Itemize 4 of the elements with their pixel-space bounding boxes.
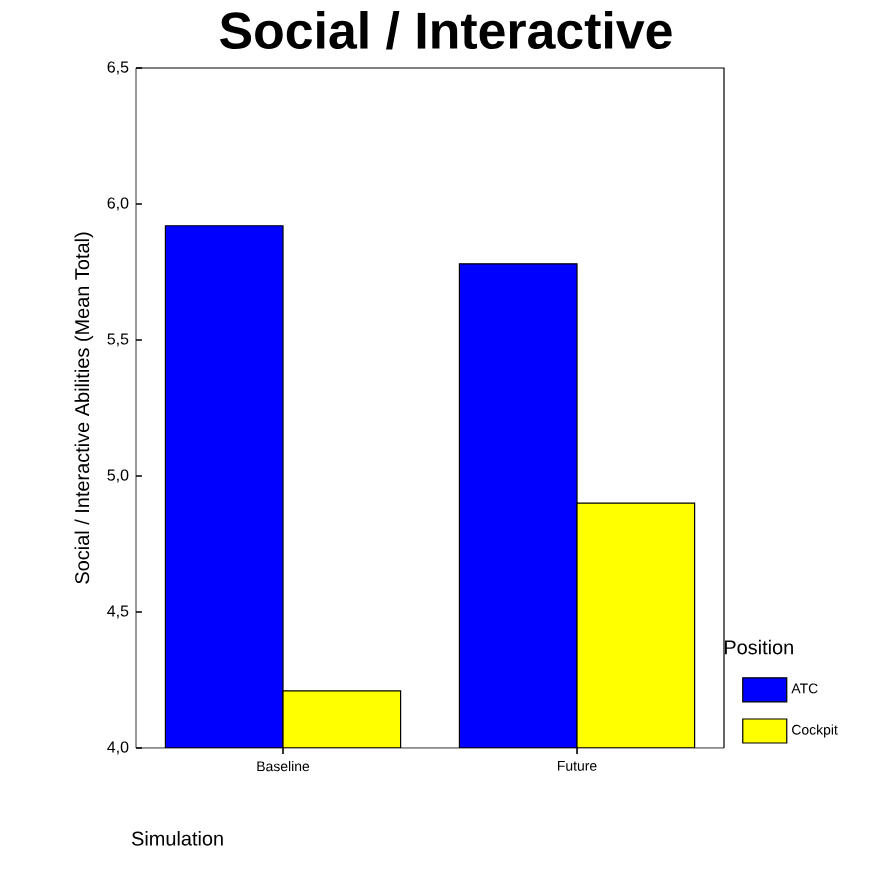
x-axis-title: Simulation bbox=[131, 831, 223, 846]
legend-title: Position bbox=[724, 639, 793, 655]
y-axis-title: Social / Interactive Abilities (Mean Total) bbox=[74, 232, 94, 584]
chart-title: Social / Interactive bbox=[220, 11, 672, 50]
